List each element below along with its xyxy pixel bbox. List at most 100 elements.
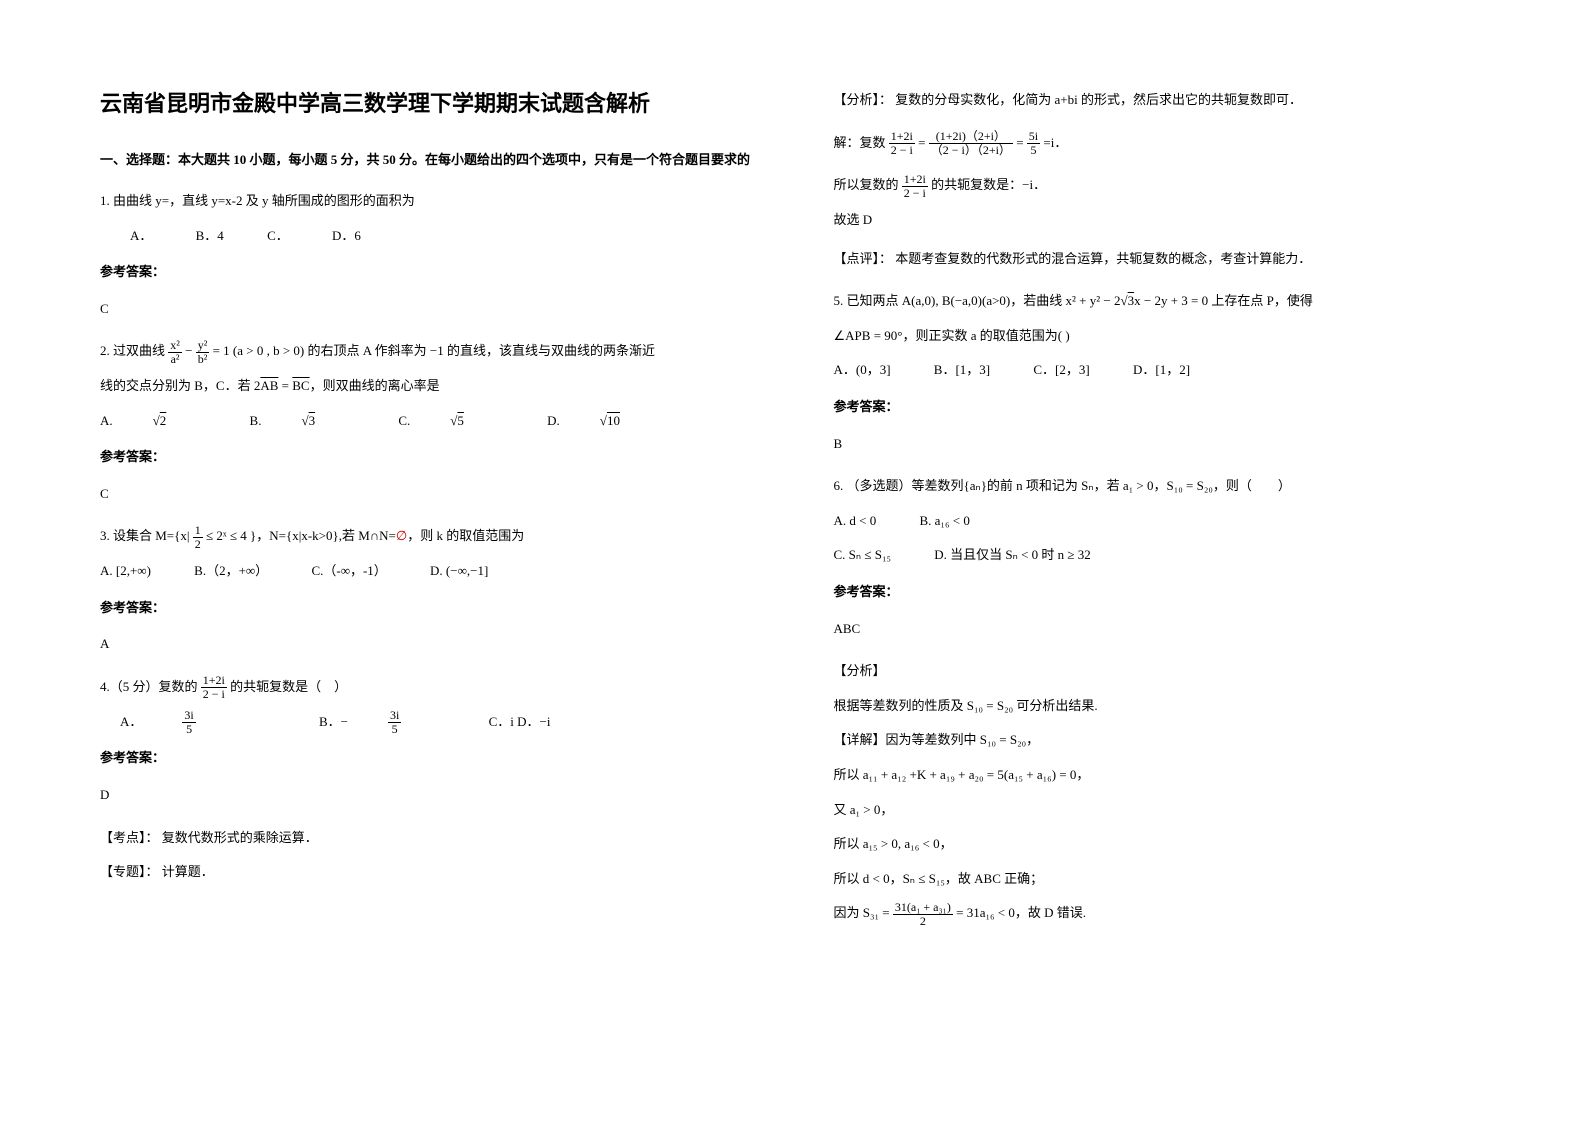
q6-xiangjie: 【详解】因为等差数列中 S₁₀ = S₂₀， (834, 726, 1488, 755)
q3-frac-den: 2 (193, 538, 203, 551)
question-1: 1. 由曲线 y=，直线 y=x-2 及 y 轴所围成的图形的面积为 (100, 187, 754, 216)
q3-post: }，N={x|x-k>0},若 M∩N= (250, 528, 396, 543)
q2-opt-a: A. √2 (100, 407, 206, 436)
q4-frac-den: 2 − i (201, 688, 227, 701)
q5-options: A．(0，3] B．[1，3] C．[2，3] D．[1，2] (834, 356, 1488, 385)
q2-options: A. √2 B. √3 C. √5 D. √10 (100, 407, 754, 436)
q3-opt-d: D. (−∞,−1] (430, 557, 488, 586)
left-column: 云南省昆明市金殿中学高三数学理下学期期末试题含解析 一、选择题：本大题共 10 … (100, 80, 754, 1042)
q6-fenxi-label: 【分析】 (834, 657, 1488, 686)
q2-answer: C (100, 480, 754, 509)
q3-answer: A (100, 630, 754, 659)
q2-post1: 的右顶点 A 作斜率为 −1 的直线，该直线与双曲线的两条渐近 (308, 343, 656, 358)
q4-kaodian: 【考点】： 复数代数形式的乘除运算． (100, 824, 754, 853)
q6-options-ab: A. d < 0 B. a₁₆ < 0 (834, 507, 1488, 536)
q6-opt-a: A. d < 0 (834, 507, 877, 536)
q4-fenxi: 【分析】： 复数的分母实数化，化简为 a+bi 的形式，然后求出它的共轭复数即可… (834, 86, 1488, 115)
q2-opt-c: C. √5 (398, 407, 504, 436)
q2-frac1: x² a² (168, 339, 182, 366)
q3-phi: ∅ (396, 528, 407, 543)
q4-zhuanti: 【专题】： 计算题． (100, 858, 754, 887)
q5-opt-a: A．(0，3] (834, 356, 891, 385)
q4-so: 所以复数的 1+2i 2 − i 的共轭复数是：−i． (834, 171, 1488, 200)
solve-frac3: 5i 5 (1027, 130, 1040, 157)
q2-line2a: 线的交点分别为 B，C．若 2 (100, 378, 260, 393)
q3-opt-c: C.（-∞，-1） (311, 557, 386, 586)
q2-opt-b: B. √3 (250, 407, 356, 436)
q1-answer: C (100, 295, 754, 324)
q6-line5: 因为 S₃₁ = 31(a₁ + a₃₁) 2 = 31a₁₆ < 0，故 D … (834, 899, 1488, 928)
q2-line2: 线的交点分别为 B，C．若 2AB = BC，则双曲线的离心率是 (100, 372, 754, 401)
q5-line2: ∠APB = 90°，则正实数 a 的取值范围为( ) (834, 322, 1488, 351)
q4-opt-cd: C．i D．−i (489, 708, 551, 737)
q2-answer-label: 参考答案： (100, 443, 754, 472)
q6-line1: 所以 a₁₁ + a₁₂ +K + a₁₉ + a₂₀ = 5(a₁₅ + a₁… (834, 761, 1488, 790)
q1-text: 1. 由曲线 y=，直线 y=x-2 及 y 轴所围成的图形的面积为 (100, 193, 415, 208)
q4-dianping: 【点评】： 本题考查复数的代数形式的混合运算，共轭复数的概念，考查计算能力． (834, 245, 1488, 274)
solve-pre: 解：复数 (834, 135, 886, 150)
q4-frac: 1+2i 2 − i (201, 674, 227, 701)
so-frac: 1+2i 2 − i (902, 173, 928, 200)
q5-mid1: x − 2y + 3 = 0 上存在点 P，使得 (1134, 293, 1313, 308)
q5-pre: 5. 已知两点 A(a,0), B(−a,0)(a>0)，若曲线 x² + y²… (834, 293, 1128, 308)
q3-pre: 3. 设集合 M={x| (100, 528, 193, 543)
q5-answer: B (834, 430, 1488, 459)
q2-frac1-den: a² (168, 353, 182, 366)
q3-opt-a: A. [2,+∞) (100, 557, 151, 586)
solve-frac2: (1+2i)（2+i） （2 − i）（2+i） (929, 130, 1013, 157)
q4-answer: D (100, 781, 754, 810)
q4-options: A．3i5 B．−3i5 C．i D．−i (100, 708, 754, 737)
q3-frac-num: 1 (193, 524, 203, 538)
q3-mid: ≤ 2ˣ ≤ 4 (206, 528, 247, 543)
q3-opt-b: B.（2，+∞） (194, 557, 268, 586)
q6-line2: 又 a₁ > 0， (834, 796, 1488, 825)
q1-answer-label: 参考答案： (100, 258, 754, 287)
q2-line2b: ，则双曲线的离心率是 (310, 378, 440, 393)
q6-answer: ABC (834, 615, 1488, 644)
q2-frac2-den: b² (196, 353, 210, 366)
q4-frac-num: 1+2i (201, 674, 227, 688)
q4-opt-b: B．−3i5 (319, 708, 481, 737)
q2-eqe: = 1 (a > 0 , b > 0) (213, 343, 305, 358)
q4-pre: 4.（5 分）复数的 (100, 679, 198, 694)
q3-frac: 1 2 (193, 524, 203, 551)
q5-answer-label: 参考答案： (834, 393, 1488, 422)
q6-answer-label: 参考答案： (834, 578, 1488, 607)
page-title: 云南省昆明市金殿中学高三数学理下学期期末试题含解析 (100, 80, 754, 128)
right-column: 【分析】： 复数的分母实数化，化简为 a+bi 的形式，然后求出它的共轭复数即可… (834, 80, 1488, 1042)
q6-opt-c: C. Sₙ ≤ S₁₅ (834, 541, 892, 570)
solve-frac1: 1+2i 2 − i (889, 130, 915, 157)
q3-answer-label: 参考答案： (100, 594, 754, 623)
q4-solve: 解：复数 1+2i 2 − i = (1+2i)（2+i） （2 − i）（2+… (834, 129, 1488, 158)
q5-opt-d: D．[1，2] (1133, 356, 1190, 385)
q4-opt-a: A．3i5 (120, 708, 276, 737)
q2-ab: AB (260, 378, 278, 393)
q4-answer-label: 参考答案： (100, 744, 754, 773)
q2-frac2-num: y² (196, 339, 210, 353)
q4-guxuan: 故选 D (834, 206, 1488, 235)
q3-tail: ，则 k 的取值范围为 (407, 528, 524, 543)
q2-bc: BC (292, 378, 309, 393)
q5-opt-b: B．[1，3] (934, 356, 990, 385)
q4-post: 的共轭复数是（ ） (230, 679, 347, 694)
q6-line3: 所以 a₁₅ > 0, a₁₆ < 0， (834, 830, 1488, 859)
q2-frac1-num: x² (168, 339, 182, 353)
q1-opt-a: A． (130, 222, 152, 251)
section-heading: 一、选择题：本大题共 10 小题，每小题 5 分，共 50 分。在每小题给出的四… (100, 146, 754, 175)
question-6: 6. （多选题）等差数列{aₙ}的前 n 项和记为 Sₙ，若 a₁ > 0，S₁… (834, 472, 1488, 501)
q6-opt-d: D. 当且仅当 Sₙ < 0 时 n ≥ 32 (934, 541, 1091, 570)
q1-opt-d: D．6 (332, 222, 361, 251)
q5-opt-c: C．[2，3] (1033, 356, 1089, 385)
q6-line5-frac: 31(a₁ + a₃₁) 2 (893, 901, 953, 928)
q2-frac2: y² b² (196, 339, 210, 366)
q6-options-cd: C. Sₙ ≤ S₁₅ D. 当且仅当 Sₙ < 0 时 n ≥ 32 (834, 541, 1488, 570)
q6-line4: 所以 d < 0，Sₙ ≤ S₁₅，故 ABC 正确； (834, 865, 1488, 894)
q1-options: A． B．4 C． D．6 (100, 222, 754, 251)
question-5: 5. 已知两点 A(a,0), B(−a,0)(a>0)，若曲线 x² + y²… (834, 287, 1488, 316)
question-3: 3. 设集合 M={x| 1 2 ≤ 2ˣ ≤ 4 }，N={x|x-k>0},… (100, 522, 754, 551)
question-4: 4.（5 分）复数的 1+2i 2 − i 的共轭复数是（ ） (100, 673, 754, 702)
q3-options: A. [2,+∞) B.（2，+∞） C.（-∞，-1） D. (−∞,−1] (100, 557, 754, 586)
q1-opt-b: B．4 (196, 222, 224, 251)
q1-opt-c: C． (267, 222, 289, 251)
q2-pre: 2. 过双曲线 (100, 343, 165, 358)
